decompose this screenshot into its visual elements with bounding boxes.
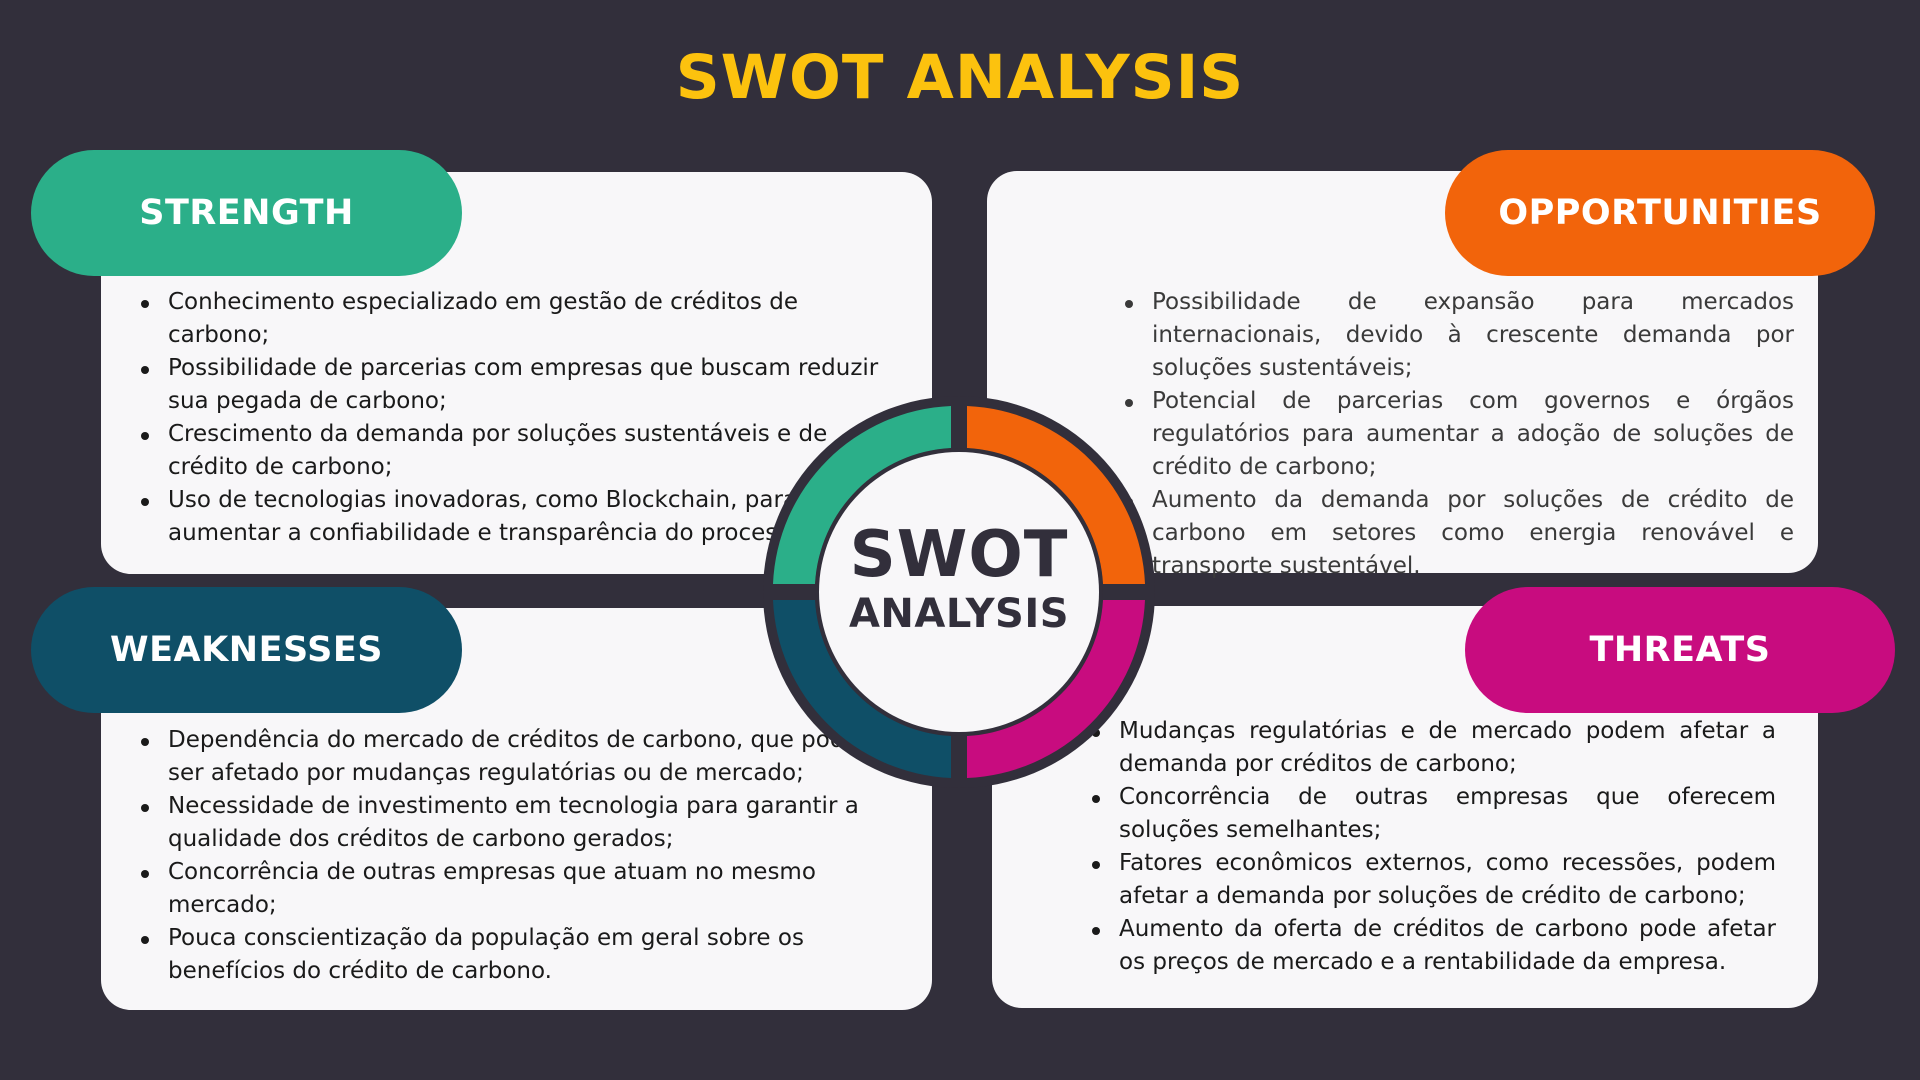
list-item: Pouca conscientização da população em ge… [135, 922, 895, 988]
donut-segment-strength [773, 406, 951, 584]
list-item: Conhecimento especializado em gestão de … [135, 286, 895, 352]
list-item: Uso de tecnologias inovadoras, como Bloc… [135, 484, 895, 550]
list-item: Possibilidade de parcerias com empresas … [135, 352, 895, 418]
list-item: Concorrência de outras empresas que atua… [135, 856, 895, 922]
threats-list: Mudanças regulatórias e de mercado podem… [1086, 715, 1776, 979]
list-item: Aumento da oferta de créditos de carbono… [1086, 913, 1776, 979]
donut-segment-weaknesses [773, 600, 951, 778]
list-item: Potencial de parcerias com governos e ór… [1119, 385, 1794, 484]
weaknesses-list: Dependência do mercado de créditos de ca… [135, 724, 895, 988]
center-label-line2: ANALYSIS [848, 591, 1070, 637]
donut-segment-threats [967, 600, 1145, 778]
strength-list: Conhecimento especializado em gestão de … [135, 286, 895, 550]
list-item: Dependência do mercado de créditos de ca… [135, 724, 895, 790]
center-label-line1: SWOT [849, 518, 1069, 592]
strength-header: STRENGTH [31, 150, 462, 276]
center-label: SWOT ANALYSIS [809, 520, 1109, 638]
opportunities-header: OPPORTUNITIES [1445, 150, 1875, 276]
donut-center [819, 452, 1099, 732]
list-item: Possibilidade de expansão para mercados … [1119, 286, 1794, 385]
list-item: Fatores econômicos externos, como recess… [1086, 847, 1776, 913]
swot-donut [763, 396, 1155, 788]
donut-segment-opportunities [967, 406, 1145, 584]
threats-header: THREATS [1465, 587, 1895, 713]
list-item: Aumento da demanda por soluções de crédi… [1119, 484, 1794, 583]
page-title: SWOT ANALYSIS [675, 42, 1245, 113]
list-item: Concorrência de outras empresas que ofer… [1086, 781, 1776, 847]
list-item: Crescimento da demanda por soluções sust… [135, 418, 895, 484]
list-item: Necessidade de investimento em tecnologi… [135, 790, 895, 856]
weaknesses-header: WEAKNESSES [31, 587, 462, 713]
opportunities-list: Possibilidade de expansão para mercados … [1119, 286, 1794, 583]
list-item: Mudanças regulatórias e de mercado podem… [1086, 715, 1776, 781]
